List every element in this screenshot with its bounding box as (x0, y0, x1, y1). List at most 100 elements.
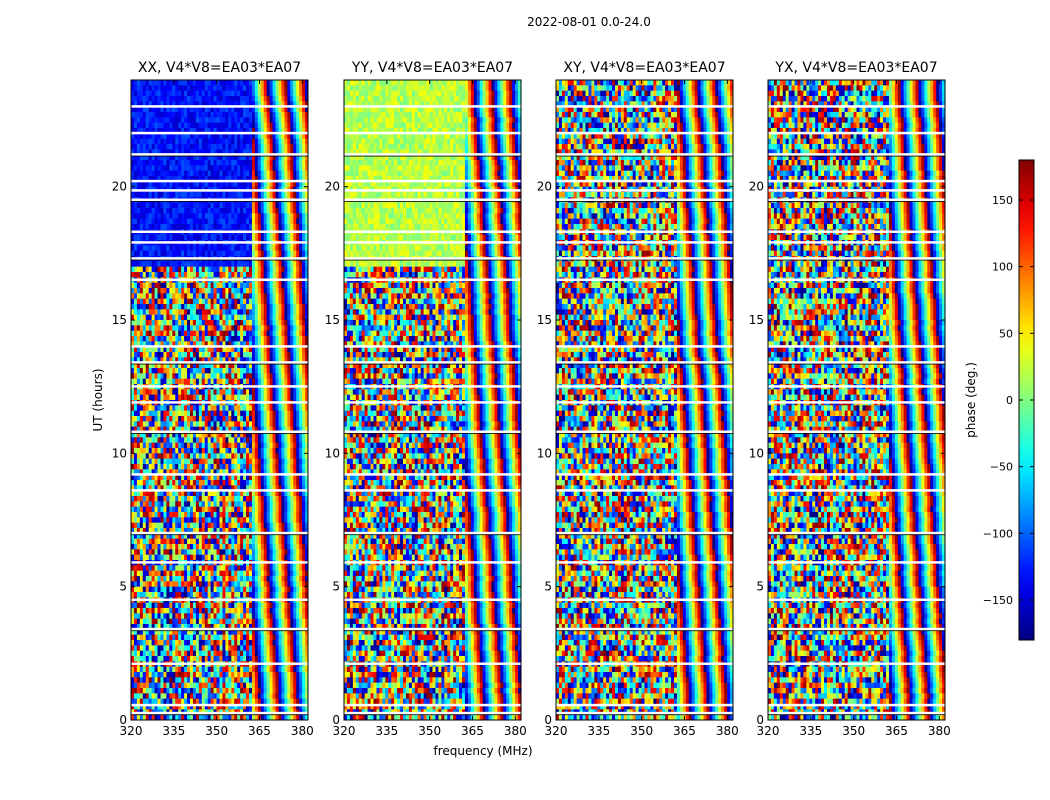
flag-gap (556, 598, 733, 601)
flag-line (556, 155, 733, 157)
flag-gap (344, 105, 521, 108)
flag-gap (556, 703, 733, 707)
colorbar-tick-label: 150 (992, 194, 1013, 207)
y-tick-label: 10 (112, 446, 127, 460)
flag-gap (768, 473, 945, 476)
flag-line (344, 630, 521, 632)
x-tick-label: 365 (248, 724, 271, 738)
y-tick-label: 20 (325, 180, 340, 194)
flag-line (768, 363, 945, 365)
flag-gap (768, 105, 945, 108)
flag-gap (344, 430, 521, 433)
x-axis-label: frequency (MHz) (433, 744, 532, 758)
flag-line (556, 363, 733, 365)
flag-gap (131, 711, 308, 715)
flag-gap (344, 711, 521, 715)
panel-title: XX, V4*V8=EA03*EA07 (138, 60, 301, 76)
flag-gap (556, 189, 733, 192)
x-tick-label: 380 (291, 724, 314, 738)
flag-gap (556, 711, 733, 715)
flag-gap (768, 179, 945, 183)
flag-gap (131, 278, 308, 281)
panels-group: XX, V4*V8=EA03*EA07 320 335 350 365 380 0 5 10 15… (112, 60, 951, 738)
panel-title: YX, V4*V8=EA03*EA07 (774, 60, 937, 76)
panel-xx: XX, V4*V8=EA03*EA07 320 335 350 365 380 0 5 10 15… (112, 60, 314, 738)
flag-gap (556, 430, 733, 433)
flag-gap (556, 531, 733, 535)
flag-gap (131, 241, 308, 244)
flag-line (131, 259, 308, 261)
x-tick-label: 365 (885, 724, 908, 738)
panel-title: XY, V4*V8=EA03*EA07 (563, 60, 725, 76)
flag-line (768, 534, 945, 536)
phase-heatmap-yy (344, 80, 521, 720)
x-tick-label: 380 (928, 724, 951, 738)
flag-gap (344, 401, 521, 404)
colorbar-tick-label: 50 (999, 327, 1013, 340)
flag-gap (131, 153, 308, 156)
x-tick-label: 380 (716, 724, 739, 738)
flag-gap (556, 257, 733, 260)
flag-gap (344, 473, 521, 476)
flag-line (131, 155, 308, 157)
flag-line (131, 363, 308, 365)
flag-gap (768, 230, 945, 233)
y-tick-label: 5 (544, 580, 552, 594)
flag-line (768, 630, 945, 632)
flag-gap (768, 241, 945, 244)
flag-line (131, 534, 308, 536)
flag-gap (344, 189, 521, 192)
flag-gap (131, 401, 308, 404)
flag-gap (344, 198, 521, 201)
flag-gap (344, 385, 521, 388)
flag-gap (131, 627, 308, 631)
colorbar-tick-label: −100 (983, 527, 1013, 540)
x-tick-label: 335 (375, 724, 398, 738)
flag-line (556, 259, 733, 261)
flag-gap (768, 662, 945, 665)
flag-gap (131, 257, 308, 260)
flag-gap (131, 361, 308, 364)
flag-gap (131, 598, 308, 601)
flag-gap (768, 489, 945, 492)
flag-gap (131, 198, 308, 201)
flag-gap (344, 241, 521, 244)
flag-gap (131, 345, 308, 348)
flag-gap (131, 385, 308, 388)
flag-line (344, 433, 521, 434)
phase-heatmap-xx (131, 80, 308, 720)
x-tick-label: 320 (120, 724, 143, 738)
x-tick-label: 320 (545, 724, 568, 738)
y-tick-label: 15 (537, 313, 552, 327)
y-tick-label: 15 (112, 313, 127, 327)
x-tick-label: 350 (630, 724, 653, 738)
panel-title: YY, V4*V8=EA03*EA07 (351, 60, 513, 76)
flag-line (131, 714, 308, 716)
flag-gap (768, 401, 945, 404)
flag-gap (344, 257, 521, 260)
flag-line (768, 155, 945, 157)
flag-gap (131, 561, 308, 564)
flag-line (344, 363, 521, 365)
flag-gap (344, 230, 521, 233)
flag-line (344, 201, 521, 202)
x-tick-label: 350 (205, 724, 228, 738)
flag-gap (768, 430, 945, 433)
flag-line (344, 155, 521, 157)
flag-gap (131, 179, 308, 183)
colorbar-tick-label: −150 (983, 594, 1013, 607)
phase-heatmap-yx (768, 80, 945, 720)
flag-gap (556, 278, 733, 281)
flag-gap (344, 561, 521, 564)
flag-line (131, 433, 308, 434)
flag-gap (556, 230, 733, 233)
flag-gap (768, 361, 945, 364)
flag-gap (131, 230, 308, 233)
y-tick-label: 20 (112, 180, 127, 194)
flag-gap (131, 703, 308, 707)
panel-frame (767, 79, 946, 721)
flag-gap (344, 361, 521, 364)
flag-gap (344, 153, 521, 156)
flag-line (556, 433, 733, 434)
panel-yx: YX, V4*V8=EA03*EA07 320 335 350 365 380 0 5 10 15… (749, 60, 951, 738)
